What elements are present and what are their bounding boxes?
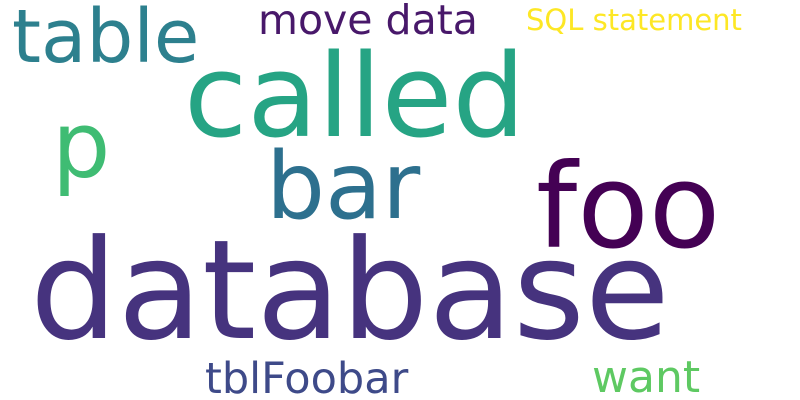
word-p: p [52, 92, 111, 199]
word-sql-statement: SQL statement [526, 3, 742, 37]
word-bar: bar [266, 132, 421, 240]
word-table: table [12, 0, 200, 80]
word-move-data: move data [258, 0, 478, 44]
word-tblfoobar: tblFoobar [205, 354, 409, 400]
word-foo: foo [536, 138, 721, 275]
word-want: want [592, 352, 701, 400]
word-called: called [184, 30, 526, 164]
word-database: database [30, 210, 670, 371]
